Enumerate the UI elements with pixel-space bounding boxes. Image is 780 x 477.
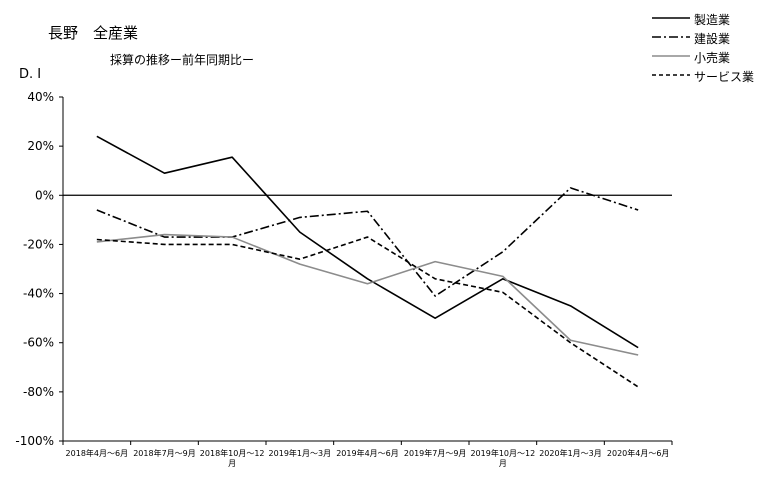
x-tick-label: 2019年1月～3月 <box>269 448 332 458</box>
x-tick-label: 2019年7月～9月 <box>404 448 467 458</box>
y-tick-label: 40% <box>27 90 54 104</box>
x-tick-label: 2019年4月～6月 <box>336 448 399 458</box>
legend-swatch <box>652 17 690 19</box>
legend-label: 建設業 <box>694 32 731 46</box>
x-tick-label: 2018年7月～9月 <box>133 448 196 458</box>
series-line <box>96 233 639 356</box>
legend-swatch <box>652 36 690 38</box>
x-tick-label: 2018年10月～12 <box>200 448 265 458</box>
y-tick-label: 20% <box>27 139 54 153</box>
legend-swatch <box>652 55 690 57</box>
series-line <box>96 187 639 297</box>
x-tick-label: 月 <box>228 459 236 468</box>
legend-label: 小売業 <box>694 51 731 65</box>
x-tick-label: 2020年4月～6月 <box>607 448 670 458</box>
y-tick-label: -40% <box>23 287 54 301</box>
chart-title: 長野 全産業 <box>48 24 139 42</box>
x-tick-label: 月 <box>499 459 507 468</box>
x-tick-label: 2020年1月～3月 <box>539 448 602 458</box>
y-axis-label: D. I <box>19 67 42 82</box>
y-tick-label: -60% <box>23 336 54 350</box>
x-tick-label: 2018年4月～6月 <box>66 448 129 458</box>
chart-subtitle: 採算の推移ー前年同期比ー <box>110 53 255 67</box>
legend-swatch <box>652 74 690 76</box>
x-tick-label: 2019年10月～12 <box>470 448 535 458</box>
y-tick-label: 0% <box>35 188 54 202</box>
legend-label: サービス業 <box>694 70 755 84</box>
legend-label: 製造業 <box>694 13 731 27</box>
y-tick-label: -100% <box>15 434 54 448</box>
y-tick-label: -20% <box>23 237 54 251</box>
series-line <box>96 236 639 388</box>
series-line <box>96 135 639 349</box>
y-tick-label: -80% <box>23 385 54 399</box>
